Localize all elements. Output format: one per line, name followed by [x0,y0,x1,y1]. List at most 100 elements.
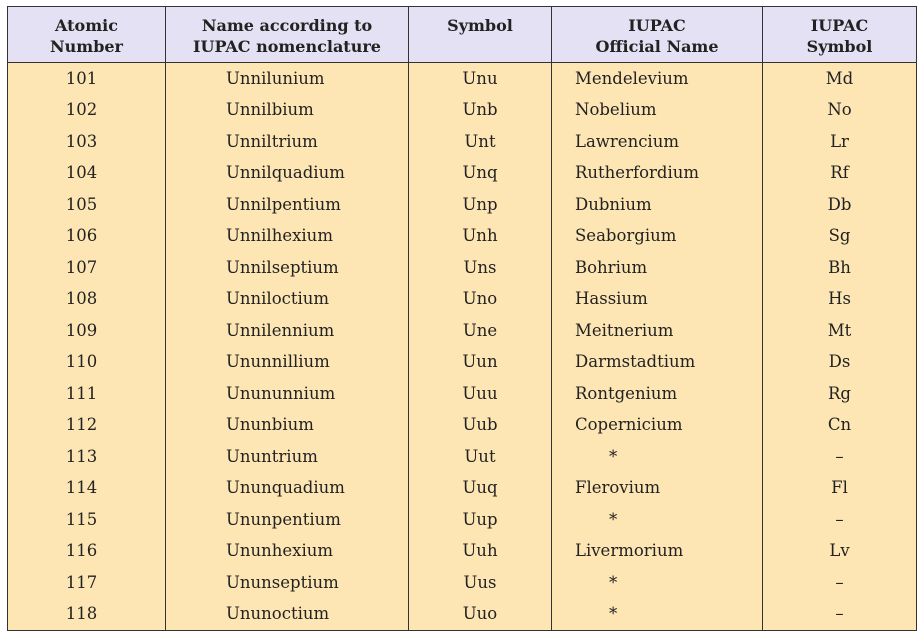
official-name-cell: Mendelevium [551,62,763,95]
official-name-cell: Bohrium [551,252,763,284]
nomenclature-name-cell: Ununquadium [165,472,409,504]
table-row: 109 Unnilennium Une Meitnerium Mt [7,315,917,347]
symbol-cell: Uuu [408,378,552,410]
nomenclature-name-cell: Unniloctium [165,283,409,315]
atomic-number-cell: 102 [7,94,166,126]
official-symbol-cell: Bh [762,252,917,284]
atomic-number-cell: 109 [7,315,166,347]
symbol-cell: Unp [408,189,552,221]
header-line: Official Name [595,37,719,56]
official-name-cell: Hassium [551,283,763,315]
official-name-cell: Rontgenium [551,378,763,410]
nomenclature-name-cell: Ununoctium [165,598,409,631]
header-symbol: Symbol [408,6,552,63]
symbol-cell: Unq [408,157,552,189]
header-iupac-nomenclature-name: Name according to IUPAC nomenclature [165,6,409,63]
table-row: 104 Unnilquadium Unq Rutherfordium Rf [7,157,917,189]
nomenclature-name-cell: Unnilpentium [165,189,409,221]
symbol-cell: Uun [408,346,552,378]
official-name-cell: * [551,567,763,599]
header-line: Symbol [806,37,873,56]
symbol-cell: Unb [408,94,552,126]
atomic-number-cell: 116 [7,535,166,567]
nomenclature-name-cell: Ununpentium [165,504,409,536]
header-line: Symbol [447,16,513,35]
official-symbol-cell: Hs [762,283,917,315]
table-header: Atomic Number Name according to IUPAC no… [7,6,917,63]
nomenclature-name-cell: Unnilbium [165,94,409,126]
header-row: Atomic Number Name according to IUPAC no… [7,6,917,63]
symbol-cell: Uuh [408,535,552,567]
official-name-cell: Flerovium [551,472,763,504]
official-symbol-cell: Db [762,189,917,221]
official-symbol-cell: Cn [762,409,917,441]
atomic-number-cell: 106 [7,220,166,252]
atomic-number-cell: 105 [7,189,166,221]
atomic-number-cell: 103 [7,126,166,158]
atomic-number-cell: 113 [7,441,166,473]
official-symbol-cell: Rg [762,378,917,410]
official-name-cell: Darmstadtium [551,346,763,378]
official-name-cell: Rutherfordium [551,157,763,189]
nomenclature-name-cell: Unnilennium [165,315,409,347]
table-row: 103 Unniltrium Unt Lawrencium Lr [7,126,917,158]
symbol-cell: Uns [408,252,552,284]
atomic-number-cell: 118 [7,598,166,631]
atomic-number-cell: 110 [7,346,166,378]
header-official-name: IUPAC Official Name [551,6,763,63]
header-line: IUPAC [628,16,686,35]
official-name-cell: * [551,598,763,631]
table-row: 111 Unununnium Uuu Rontgenium Rg [7,378,917,410]
atomic-number-cell: 108 [7,283,166,315]
atomic-number-cell: 115 [7,504,166,536]
nomenclature-name-cell: Ununnillium [165,346,409,378]
official-name-cell: Dubnium [551,189,763,221]
table-row: 108 Unniloctium Uno Hassium Hs [7,283,917,315]
table-row: 106 Unnilhexium Unh Seaborgium Sg [7,220,917,252]
official-symbol-cell: – [762,598,917,631]
nomenclature-name-cell: Ununseptium [165,567,409,599]
element-names-table: Atomic Number Name according to IUPAC no… [7,6,917,631]
official-symbol-cell: Fl [762,472,917,504]
official-symbol-cell: – [762,567,917,599]
official-name-cell: Lawrencium [551,126,763,158]
official-symbol-cell: – [762,504,917,536]
header-line: Name according to [201,16,373,35]
official-symbol-cell: Sg [762,220,917,252]
header-line: IUPAC nomenclature [193,37,381,56]
atomic-number-cell: 117 [7,567,166,599]
nomenclature-name-cell: Unnilunium [165,62,409,95]
nomenclature-name-cell: Unnilquadium [165,157,409,189]
nomenclature-name-cell: Unnilseptium [165,252,409,284]
symbol-cell: Unu [408,62,552,95]
official-symbol-cell: Md [762,62,917,95]
header-line: Number [50,37,123,56]
table-row: 113 Ununtrium Uut * – [7,441,917,473]
table-row: 105 Unnilpentium Unp Dubnium Db [7,189,917,221]
nomenclature-name-cell: Ununhexium [165,535,409,567]
official-name-cell: * [551,504,763,536]
nomenclature-name-cell: Ununbium [165,409,409,441]
table-row: 117 Ununseptium Uus * – [7,567,917,599]
official-symbol-cell: Lr [762,126,917,158]
official-name-cell: * [551,441,763,473]
table-row: 102 Unnilbium Unb Nobelium No [7,94,917,126]
header-line: IUPAC [810,16,869,35]
symbol-cell: Uno [408,283,552,315]
official-name-cell: Copernicium [551,409,763,441]
table-row: 114 Ununquadium Uuq Flerovium Fl [7,472,917,504]
nomenclature-name-cell: Unununnium [165,378,409,410]
table-row: 112 Ununbium Uub Copernicium Cn [7,409,917,441]
symbol-cell: Uus [408,567,552,599]
table-row: 101 Unnilunium Unu Mendelevium Md [7,62,917,95]
symbol-cell: Uuq [408,472,552,504]
symbol-cell: Uut [408,441,552,473]
official-symbol-cell: Rf [762,157,917,189]
atomic-number-cell: 104 [7,157,166,189]
table-body: 101 Unnilunium Unu Mendelevium Md 102 Unnilbiu… [7,62,917,631]
table-row: 107 Unnilseptium Uns Bohrium Bh [7,252,917,284]
symbol-cell: Une [408,315,552,347]
header-line: Atomic [55,16,118,35]
table-row: 118 Ununoctium Uuo * – [7,598,917,631]
official-name-cell: Seaborgium [551,220,763,252]
